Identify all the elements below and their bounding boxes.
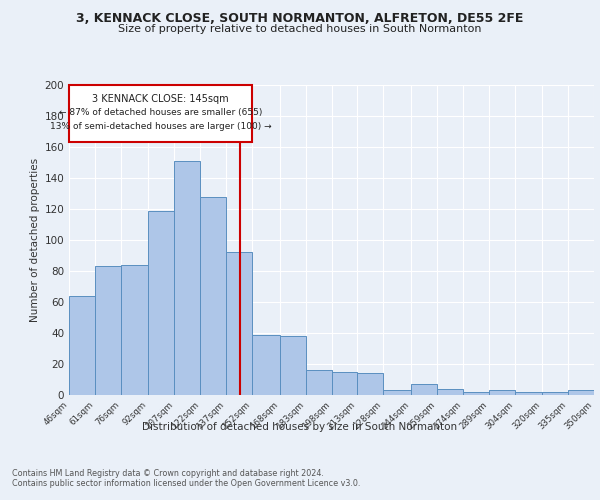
Bar xyxy=(200,196,226,395)
Text: 3, KENNACK CLOSE, SOUTH NORMANTON, ALFRETON, DE55 2FE: 3, KENNACK CLOSE, SOUTH NORMANTON, ALFRE… xyxy=(76,12,524,26)
FancyBboxPatch shape xyxy=(69,85,252,142)
Bar xyxy=(463,392,488,395)
Bar xyxy=(542,392,568,395)
Y-axis label: Number of detached properties: Number of detached properties xyxy=(30,158,40,322)
Bar xyxy=(280,336,305,395)
Bar xyxy=(175,161,200,395)
Bar xyxy=(69,296,95,395)
Text: Contains public sector information licensed under the Open Government Licence v3: Contains public sector information licen… xyxy=(12,478,361,488)
Bar xyxy=(226,252,252,395)
Bar xyxy=(331,372,358,395)
Text: ← 87% of detached houses are smaller (655): ← 87% of detached houses are smaller (65… xyxy=(59,108,262,117)
Bar xyxy=(305,370,331,395)
Text: 13% of semi-detached houses are larger (100) →: 13% of semi-detached houses are larger (… xyxy=(50,122,271,131)
Text: Contains HM Land Registry data © Crown copyright and database right 2024.: Contains HM Land Registry data © Crown c… xyxy=(12,468,324,477)
Bar xyxy=(437,389,463,395)
Text: Distribution of detached houses by size in South Normanton: Distribution of detached houses by size … xyxy=(142,422,458,432)
Bar xyxy=(411,384,437,395)
Bar xyxy=(148,210,175,395)
Bar xyxy=(383,390,411,395)
Bar xyxy=(515,392,542,395)
Text: 3 KENNACK CLOSE: 145sqm: 3 KENNACK CLOSE: 145sqm xyxy=(92,94,229,104)
Text: Size of property relative to detached houses in South Normanton: Size of property relative to detached ho… xyxy=(118,24,482,34)
Bar xyxy=(121,265,148,395)
Bar xyxy=(488,390,515,395)
Bar xyxy=(568,390,594,395)
Bar xyxy=(252,334,280,395)
Bar xyxy=(95,266,121,395)
Bar xyxy=(358,374,383,395)
